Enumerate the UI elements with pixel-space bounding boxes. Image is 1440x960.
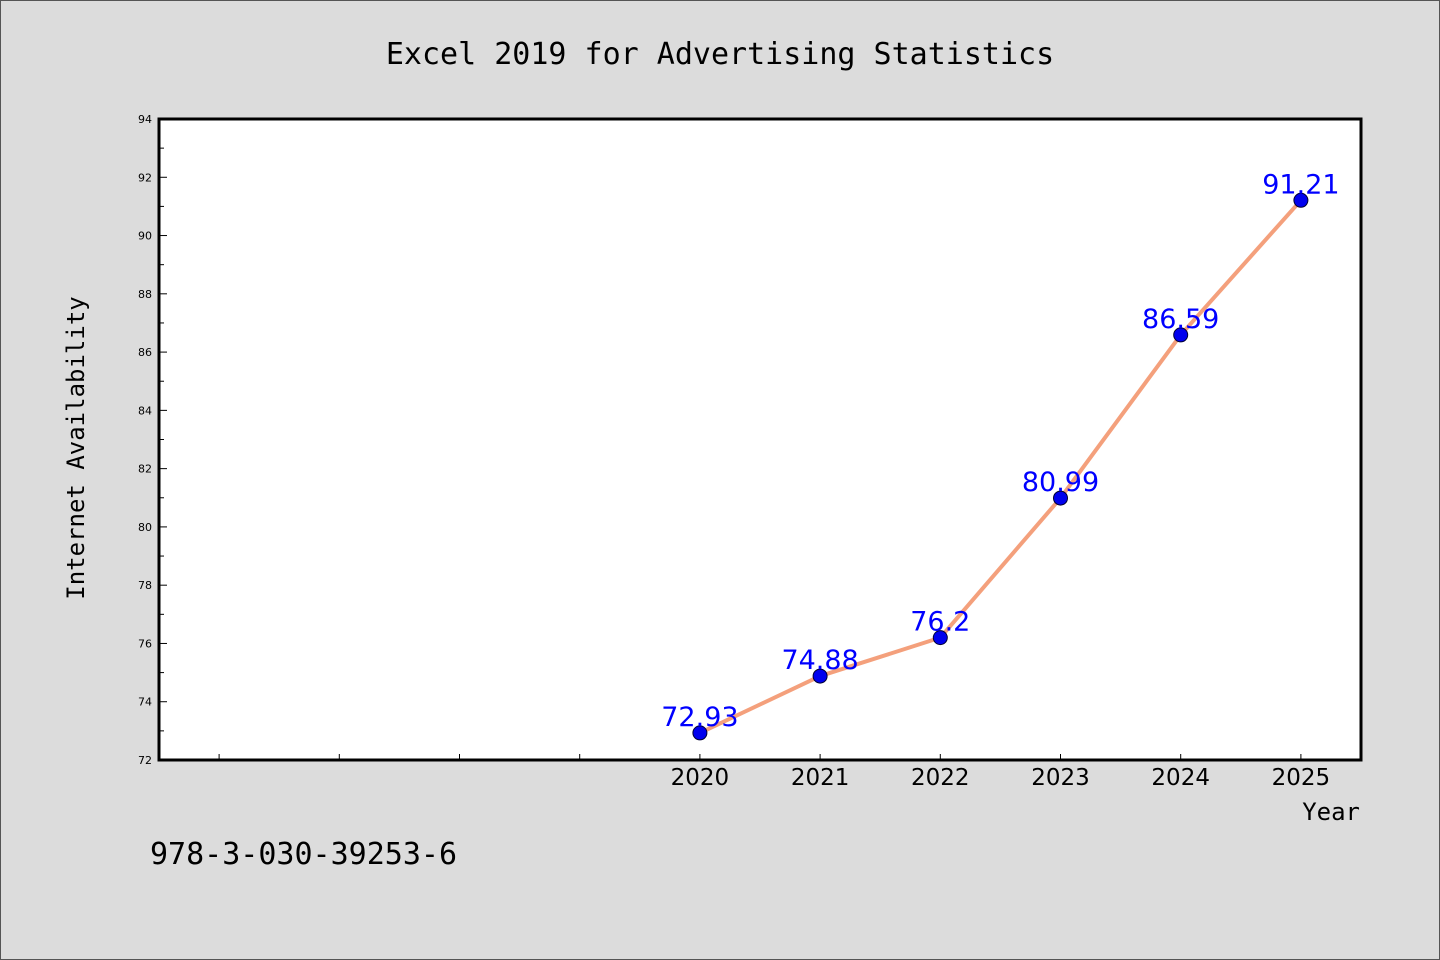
y-tick-label: 76 — [138, 637, 152, 650]
x-tick-label: 2020 — [671, 765, 730, 791]
series-line — [697, 198, 1303, 735]
y-tick-label: 82 — [138, 463, 152, 476]
data-label: 74.88 — [781, 645, 858, 676]
x-tick-label: 2024 — [1151, 765, 1210, 791]
data-label: 76.2 — [910, 607, 970, 638]
y-tick-label: 92 — [138, 171, 152, 184]
y-tick-label: 94 — [138, 113, 152, 126]
y-tick-label: 90 — [138, 230, 152, 243]
data-label: 91.21 — [1262, 169, 1339, 200]
y-axis-label: Internet Availability — [62, 296, 90, 599]
data-label: 80.99 — [1022, 467, 1099, 498]
data-point — [1173, 327, 1189, 343]
data-point — [1053, 490, 1068, 506]
data-point — [932, 630, 948, 646]
y-tick-label: 86 — [138, 346, 152, 359]
y-tick-label: 78 — [138, 579, 152, 592]
y-tick-label: 74 — [138, 696, 152, 709]
y-axis: 72 74 76 78 80 82 84 86 88 90 92 94 — [138, 113, 167, 767]
x-axis-label: Year — [1302, 798, 1360, 826]
chart-title: Excel 2019 for Advertising Statistics — [386, 37, 1054, 72]
data-label: 86.59 — [1142, 304, 1219, 335]
x-tick-label: 2021 — [791, 765, 850, 791]
series-layer: 72.93 74.88 76.2 80.99 86.59 91.21 — [661, 169, 1340, 741]
y-tick-label: 80 — [138, 521, 152, 534]
data-point — [1293, 192, 1309, 208]
x-tick-label: 2023 — [1031, 765, 1090, 791]
data-label: 72.93 — [661, 702, 738, 733]
data-point — [812, 668, 828, 684]
x-axis: 2020 2021 2022 2023 2024 2025 — [218, 754, 1331, 791]
data-point — [692, 725, 708, 741]
y-tick-label: 88 — [138, 288, 152, 301]
y-tick-label: 84 — [138, 404, 152, 417]
footnote-isbn: 978-3-030-39253-6 — [150, 837, 457, 872]
y-tick-label: 72 — [138, 754, 152, 767]
x-tick-label: 2025 — [1272, 765, 1331, 791]
x-tick-label: 2022 — [911, 765, 970, 791]
plot-area — [157, 117, 1363, 762]
